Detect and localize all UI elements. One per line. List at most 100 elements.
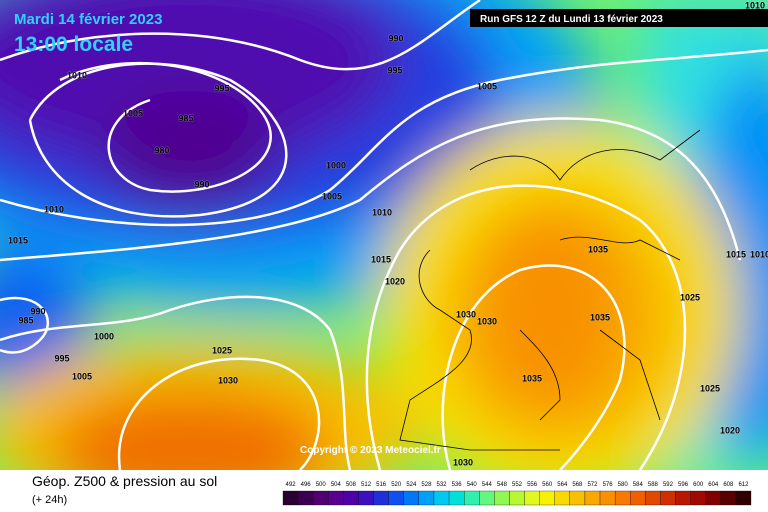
colorbar-swatch (494, 490, 510, 506)
colorbar-tick-label: 572 (587, 482, 598, 488)
colorbar-tick-label: 608 (723, 482, 734, 488)
colorbar-swatch (403, 490, 420, 506)
colorbar-tick-label: 540 (467, 482, 478, 488)
colorbar-tick-label: 556 (527, 482, 538, 488)
isobar-label: 1030 (218, 375, 238, 385)
isobar-label: 1025 (212, 345, 232, 355)
colorbar-swatch (630, 490, 646, 506)
isobar-label: 1030 (477, 316, 497, 326)
colorbar-swatch (343, 490, 359, 506)
colorbar-tick-label: 544 (482, 482, 493, 488)
colorbar-tick-label: 580 (618, 482, 629, 488)
colorbar-swatch (705, 490, 721, 506)
colorbar-swatch (358, 490, 374, 506)
colorbar-swatch (569, 490, 586, 506)
colorbar-swatch (282, 490, 299, 506)
colorbar-swatch (614, 490, 631, 506)
colorbar-swatch (464, 490, 480, 506)
colorbar-swatch (297, 490, 314, 506)
isobar-label: 990 (30, 306, 45, 316)
colorbar-swatch (388, 490, 404, 506)
colorbar-tick-label: 532 (437, 482, 448, 488)
colorbar-tick-label: 584 (633, 482, 644, 488)
isobar-label: 985 (18, 315, 33, 325)
colorbar-tick-label: 568 (572, 482, 583, 488)
colorbar-tick-label: 548 (497, 482, 508, 488)
colorbar-swatch (735, 490, 752, 506)
isobar-label: 1010 (67, 70, 87, 80)
colorbar-swatch (660, 490, 676, 506)
colorbar-swatch (599, 490, 616, 506)
colorbar-tick-label: 504 (331, 482, 342, 488)
colorbar-swatch (720, 490, 737, 506)
colorbar-swatch (675, 490, 691, 506)
colorbar-tick-label: 536 (452, 482, 463, 488)
run-info: Run GFS 12 Z du Lundi 13 février 2023 (480, 14, 663, 25)
isobar-label: 1010 (745, 0, 765, 10)
colorbar-swatch (479, 490, 495, 506)
isobar-label: 980 (154, 145, 169, 155)
colorbar-swatch (539, 490, 555, 506)
colorbar-tick-label: 508 (346, 482, 357, 488)
colorbar-tick-label: 524 (406, 482, 417, 488)
isobar-label: 1020 (720, 425, 740, 435)
isobar-label: 1020 (385, 276, 405, 286)
colorbar-tick-label: 500 (316, 482, 327, 488)
forecast-time: 13:00 locale (14, 33, 133, 56)
colorbar-swatch (313, 490, 329, 506)
isobar-label: 995 (54, 353, 69, 363)
isobar-label: 995 (387, 65, 402, 75)
isobar-label: 1025 (700, 383, 720, 393)
copyright: Copyright © 2023 Meteociel.fr (300, 445, 441, 456)
isobar-label: 1010 (750, 249, 768, 259)
colorbar-swatch (448, 490, 465, 506)
isobar-label: 1005 (477, 81, 497, 91)
isobar-label: 1010 (372, 207, 392, 217)
coastlines (399, 129, 701, 451)
colorbar-tick-label: 588 (648, 482, 659, 488)
isobar-label: 1010 (44, 204, 64, 214)
colorbar-tick-label: 496 (301, 482, 312, 488)
isobar-label: 995 (214, 83, 229, 93)
isobar-label: 1000 (94, 331, 114, 341)
colorbar-tick-label: 560 (542, 482, 553, 488)
forecast-date: Mardi 14 février 2023 (14, 11, 162, 28)
colorbar-swatch (418, 490, 435, 506)
isobar-label: 990 (194, 179, 209, 189)
isobar-label: 1025 (680, 292, 700, 302)
isobar-label: 1015 (371, 254, 391, 264)
colorbar-swatch (645, 490, 661, 506)
colorbar-tick-label: 596 (678, 482, 689, 488)
colorbar-tick-label: 520 (391, 482, 402, 488)
colorbar-swatch (433, 490, 450, 506)
isobars (0, 0, 768, 470)
footer-title: Géop. Z500 & pression au sol (32, 473, 217, 489)
colorbar-tick-label: 600 (693, 482, 704, 488)
isobar-label: 1000 (326, 160, 346, 170)
colorbar-swatch (328, 490, 344, 506)
colorbar: 492 496 500 504 508 512 516 520 524 528 532 536 540 5… (282, 482, 752, 506)
colorbar-swatch (509, 490, 525, 506)
isobar-label: 1005 (322, 191, 342, 201)
isobar-label: 1015 (8, 235, 28, 245)
colorbar-swatch (584, 490, 601, 506)
colorbar-tick-label: 512 (361, 482, 372, 488)
colorbar-tick-label: 576 (603, 482, 614, 488)
colorbar-swatch (524, 490, 540, 506)
colorbar-swatch (373, 490, 389, 506)
isobar-label: 990 (388, 33, 403, 43)
isobar-label: 1030 (456, 309, 476, 319)
colorbar-tick-label: 604 (708, 482, 719, 488)
colorbar-tick-label: 612 (738, 482, 749, 488)
colorbar-tick-label: 592 (663, 482, 674, 488)
colorbar-tick-label: 552 (512, 482, 523, 488)
footer-lead: (+ 24h) (32, 494, 67, 506)
isobar-label: 985 (178, 113, 193, 123)
run-banner (470, 9, 768, 27)
colorbar-tick-label: 492 (286, 482, 297, 488)
colorbar-tick-label: 516 (376, 482, 387, 488)
